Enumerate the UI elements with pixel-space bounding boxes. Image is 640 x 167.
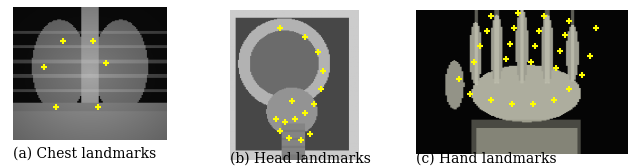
Text: (b) Head landmarks: (b) Head landmarks [230, 151, 371, 165]
Text: (c) Hand landmarks: (c) Hand landmarks [416, 151, 557, 165]
Text: (a) Chest landmarks: (a) Chest landmarks [13, 146, 156, 160]
